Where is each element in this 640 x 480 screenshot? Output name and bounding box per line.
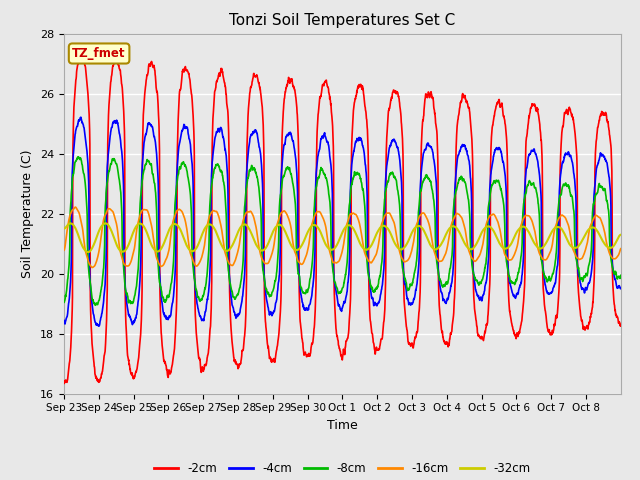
Y-axis label: Soil Temperature (C): Soil Temperature (C) [22,149,35,278]
X-axis label: Time: Time [327,419,358,432]
Title: Tonzi Soil Temperatures Set C: Tonzi Soil Temperatures Set C [229,13,456,28]
Text: TZ_fmet: TZ_fmet [72,47,126,60]
Legend: -2cm, -4cm, -8cm, -16cm, -32cm: -2cm, -4cm, -8cm, -16cm, -32cm [150,457,535,480]
